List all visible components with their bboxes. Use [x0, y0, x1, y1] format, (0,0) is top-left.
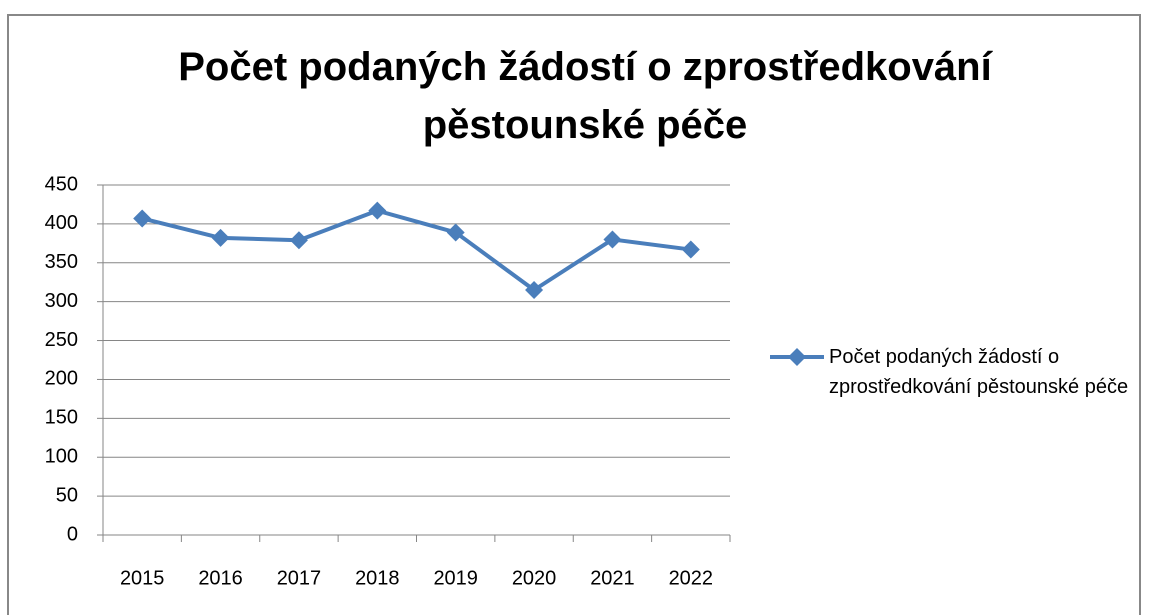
x-tick-label: 2016 [198, 567, 243, 589]
x-tick-label: 2017 [277, 567, 322, 589]
y-tick-label: 350 [45, 251, 78, 273]
y-tick-label: 100 [45, 446, 78, 468]
data-point [525, 281, 544, 299]
data-point [681, 240, 700, 259]
y-tick-label: 0 [67, 523, 78, 545]
data-point [289, 231, 308, 250]
y-tick-label: 50 [56, 484, 78, 506]
y-tick-label: 300 [45, 290, 78, 312]
legend-label: Počet podaných žádostí o zprostředkování… [829, 346, 1129, 398]
data-point [368, 201, 387, 220]
x-tick-label: 2015 [120, 567, 165, 589]
chart-title: Počet podaných žádostí o zprostředkování… [178, 45, 992, 147]
data-point [603, 230, 622, 249]
data-point [446, 223, 465, 242]
x-tick-label: 2022 [669, 567, 714, 589]
y-tick-label: 200 [45, 368, 78, 390]
x-tick-label: 2018 [355, 567, 400, 589]
x-tick-label: 2020 [512, 567, 557, 589]
x-tick-label: 2019 [433, 567, 478, 589]
y-tick-label: 150 [45, 407, 78, 429]
data-point [211, 228, 230, 247]
data-point [133, 209, 152, 228]
x-tick-label: 2021 [590, 567, 635, 589]
legend-marker [788, 348, 806, 366]
y-tick-label: 250 [45, 329, 78, 351]
chart-frame [7, 14, 1141, 615]
series-line [141, 208, 692, 292]
y-tick-label: 400 [45, 212, 78, 234]
y-tick-label: 450 [45, 173, 78, 195]
